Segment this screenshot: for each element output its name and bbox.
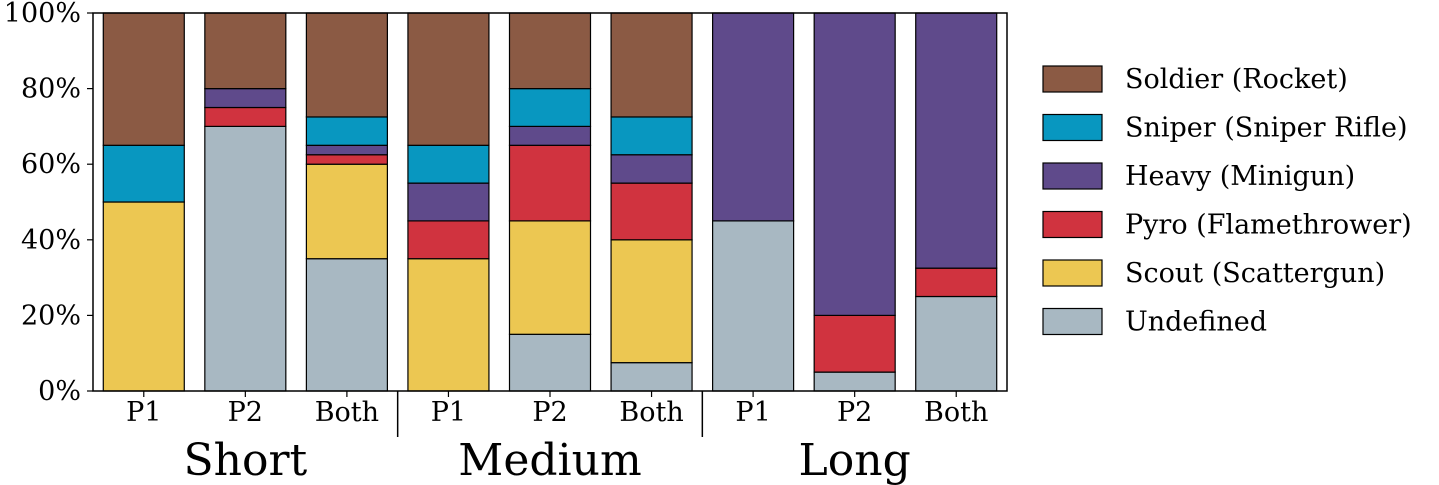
- group-label-medium: Medium: [458, 435, 641, 485]
- bar-segment-5-sniper-sniper-rifle: [508, 87, 592, 127]
- bar-segment-1-scout-scattergun: [102, 201, 185, 392]
- legend-label: Scout (Scattergun): [1125, 258, 1385, 289]
- bar-segment-2-undefined: [204, 125, 287, 392]
- y-tick-label: 100%: [4, 0, 81, 29]
- bar-segment-1-soldier-rocket: [102, 12, 185, 146]
- legend-label: Undefined: [1125, 307, 1267, 338]
- x-tick-label: Both: [924, 397, 988, 428]
- bar-segment-6-scout-scattergun: [610, 239, 693, 364]
- bar-segment-8-undefined: [813, 371, 896, 392]
- bar-segment-2-pyro-flamethrower: [204, 106, 287, 127]
- legend: Soldier (Rocket) Sniper (Sniper Rifle) Hea…: [1042, 64, 1412, 338]
- x-tick-label: Both: [619, 397, 683, 428]
- legend-label: Heavy (Minigun): [1125, 161, 1355, 192]
- x-tick-label: P2: [532, 397, 567, 428]
- axes-layer: P1 P2 Both P1 P2 Both P1 P2 Both 0% 20% 40% 60% 80% 10…: [4, 0, 989, 485]
- x-tick-label: P2: [228, 397, 263, 428]
- bar-segment-5-pyro-flamethrower: [508, 144, 592, 222]
- bar-segment-4-heavy-minigun: [407, 182, 490, 222]
- group-label-long: Long: [799, 435, 911, 485]
- x-tick-label: Both: [315, 397, 379, 428]
- y-tick-label: 80%: [21, 74, 81, 105]
- bar-segment-4-sniper-sniper-rifle: [407, 144, 490, 184]
- legend-label: Soldier (Rocket): [1125, 64, 1348, 95]
- bar-segment-3-heavy-minigun: [305, 144, 388, 156]
- bar-segment-5-scout-scattergun: [508, 220, 592, 335]
- bar-segment-8-pyro-flamethrower: [813, 314, 896, 373]
- legend-swatch: [1042, 65, 1103, 93]
- legend-swatch: [1042, 259, 1103, 287]
- bar-segment-2-heavy-minigun: [204, 87, 287, 109]
- legend-swatch: [1042, 162, 1103, 190]
- bar-segment-6-soldier-rocket: [610, 12, 693, 118]
- x-tick-label: P1: [431, 397, 466, 428]
- bar-segment-7-undefined: [712, 220, 795, 392]
- bar-segment-5-heavy-minigun: [508, 125, 592, 146]
- bar-segment-9-undefined: [915, 295, 998, 392]
- bar-segment-4-scout-scattergun: [407, 258, 490, 392]
- bar-segment-4-soldier-rocket: [407, 12, 490, 146]
- bar-segment-6-sniper-sniper-rifle: [610, 116, 693, 156]
- bar-segment-2-soldier-rocket: [204, 12, 287, 90]
- legend-label: Pyro (Flamethrower): [1125, 210, 1412, 241]
- bar-segment-9-heavy-minigun: [915, 12, 998, 269]
- legend-swatch: [1042, 210, 1103, 239]
- y-tick-label: 40%: [21, 225, 81, 256]
- x-tick-label: P2: [837, 397, 872, 428]
- bar-segment-3-soldier-rocket: [305, 12, 388, 118]
- bar-segment-3-undefined: [305, 258, 388, 392]
- bar-segment-3-sniper-sniper-rifle: [305, 116, 388, 146]
- bar-segment-6-undefined: [610, 362, 693, 392]
- legend-swatch: [1042, 307, 1103, 336]
- bar-segment-5-undefined: [508, 333, 592, 392]
- bar-segment-1-sniper-sniper-rifle: [102, 144, 185, 203]
- bar-segment-3-scout-scattergun: [305, 163, 388, 260]
- legend-label: Sniper (Sniper Rifle): [1125, 113, 1408, 144]
- bar-segment-9-pyro-flamethrower: [915, 267, 998, 298]
- bar-segment-4-pyro-flamethrower: [407, 220, 490, 260]
- group-label-short: Short: [183, 435, 307, 485]
- bar-segment-5-soldier-rocket: [508, 12, 592, 90]
- x-tick-label: P1: [735, 397, 770, 428]
- y-tick-label: 0%: [38, 376, 81, 407]
- y-tick-label: 60%: [21, 149, 81, 180]
- bars-layer: [102, 12, 998, 392]
- x-tick-label: P1: [126, 397, 161, 428]
- bar-segment-6-heavy-minigun: [610, 154, 693, 184]
- bar-segment-6-pyro-flamethrower: [610, 182, 693, 241]
- bar-segment-7-heavy-minigun: [712, 12, 795, 222]
- y-tick-label: 20%: [21, 300, 81, 331]
- bar-segment-8-heavy-minigun: [813, 12, 896, 316]
- legend-swatch: [1042, 113, 1103, 142]
- bar-segment-3-pyro-flamethrower: [305, 154, 388, 165]
